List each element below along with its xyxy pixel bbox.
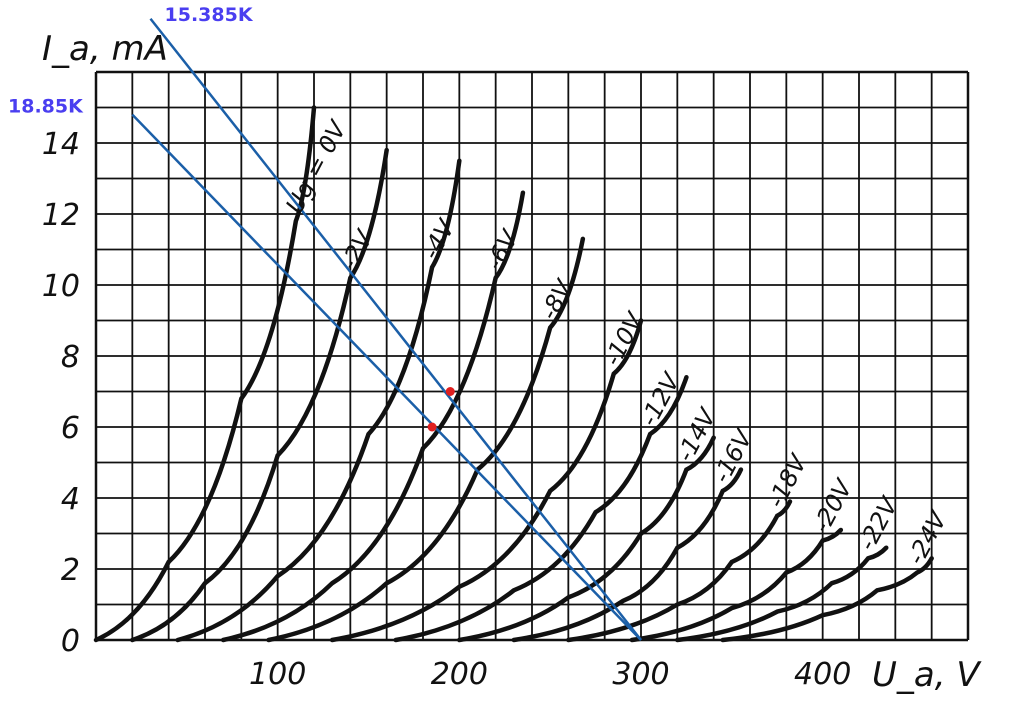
y-tick-label: 12 <box>42 198 80 233</box>
x-tick-label: 400 <box>794 657 851 692</box>
y-tick-label: 14 <box>42 127 80 162</box>
load-line-1 <box>131 113 642 641</box>
curve-12 <box>720 556 934 643</box>
operating-point-1 <box>427 422 437 432</box>
y-tick-label: 0 <box>61 624 80 659</box>
y-tick-label: 10 <box>42 269 80 304</box>
x-tick-label: 200 <box>431 657 488 692</box>
y-axis-label: I_a, mA <box>42 29 168 69</box>
y-tick-label: 8 <box>61 340 80 375</box>
load-lines <box>131 17 642 641</box>
operating-point-0 <box>445 387 455 396</box>
curve-11 <box>675 545 889 643</box>
curves <box>93 105 934 643</box>
curve-10 <box>629 527 844 643</box>
load-line-label-1: 18.85K <box>8 96 84 118</box>
curve-label-9: -18V <box>762 449 814 513</box>
y-tick-label: 2 <box>61 553 80 588</box>
labels: Ug = 0V-2V -4V -6V-8V-10V-12V-14V-16V -18V-… <box>8 4 982 695</box>
curve-label-12: -24V <box>902 506 954 570</box>
curve-label-11: -22V <box>853 492 905 556</box>
curve-7 <box>457 435 716 643</box>
curve-6 <box>393 375 689 643</box>
y-tick-label: 4 <box>61 482 80 517</box>
curve-label-3: -6V <box>480 225 524 275</box>
curve-8 <box>511 467 744 643</box>
curve-label-0: Ug = 0V <box>280 115 352 218</box>
x-tick-label: 100 <box>249 657 306 692</box>
curve-label-1: -2V <box>335 225 379 275</box>
x-axis-label: U_a, V <box>872 655 982 695</box>
curve-2 <box>175 158 462 643</box>
curve-1 <box>130 147 389 643</box>
curve-label-5: -10V <box>598 307 650 371</box>
curve-9 <box>566 499 793 643</box>
curve-5 <box>329 318 644 643</box>
x-tick-label: 300 <box>612 657 669 692</box>
curve-3 <box>220 190 526 643</box>
curve-label-8: -16V <box>707 424 759 488</box>
grid <box>94 70 970 642</box>
y-tick-label: 6 <box>61 411 80 446</box>
operating-points <box>427 387 455 432</box>
curve-label-7: -14V <box>671 403 723 467</box>
load-line-0 <box>149 17 642 641</box>
curve-0 <box>93 105 317 643</box>
load-line-label-0: 15.385K <box>165 4 254 26</box>
curve-label-10: -20V <box>807 474 859 538</box>
